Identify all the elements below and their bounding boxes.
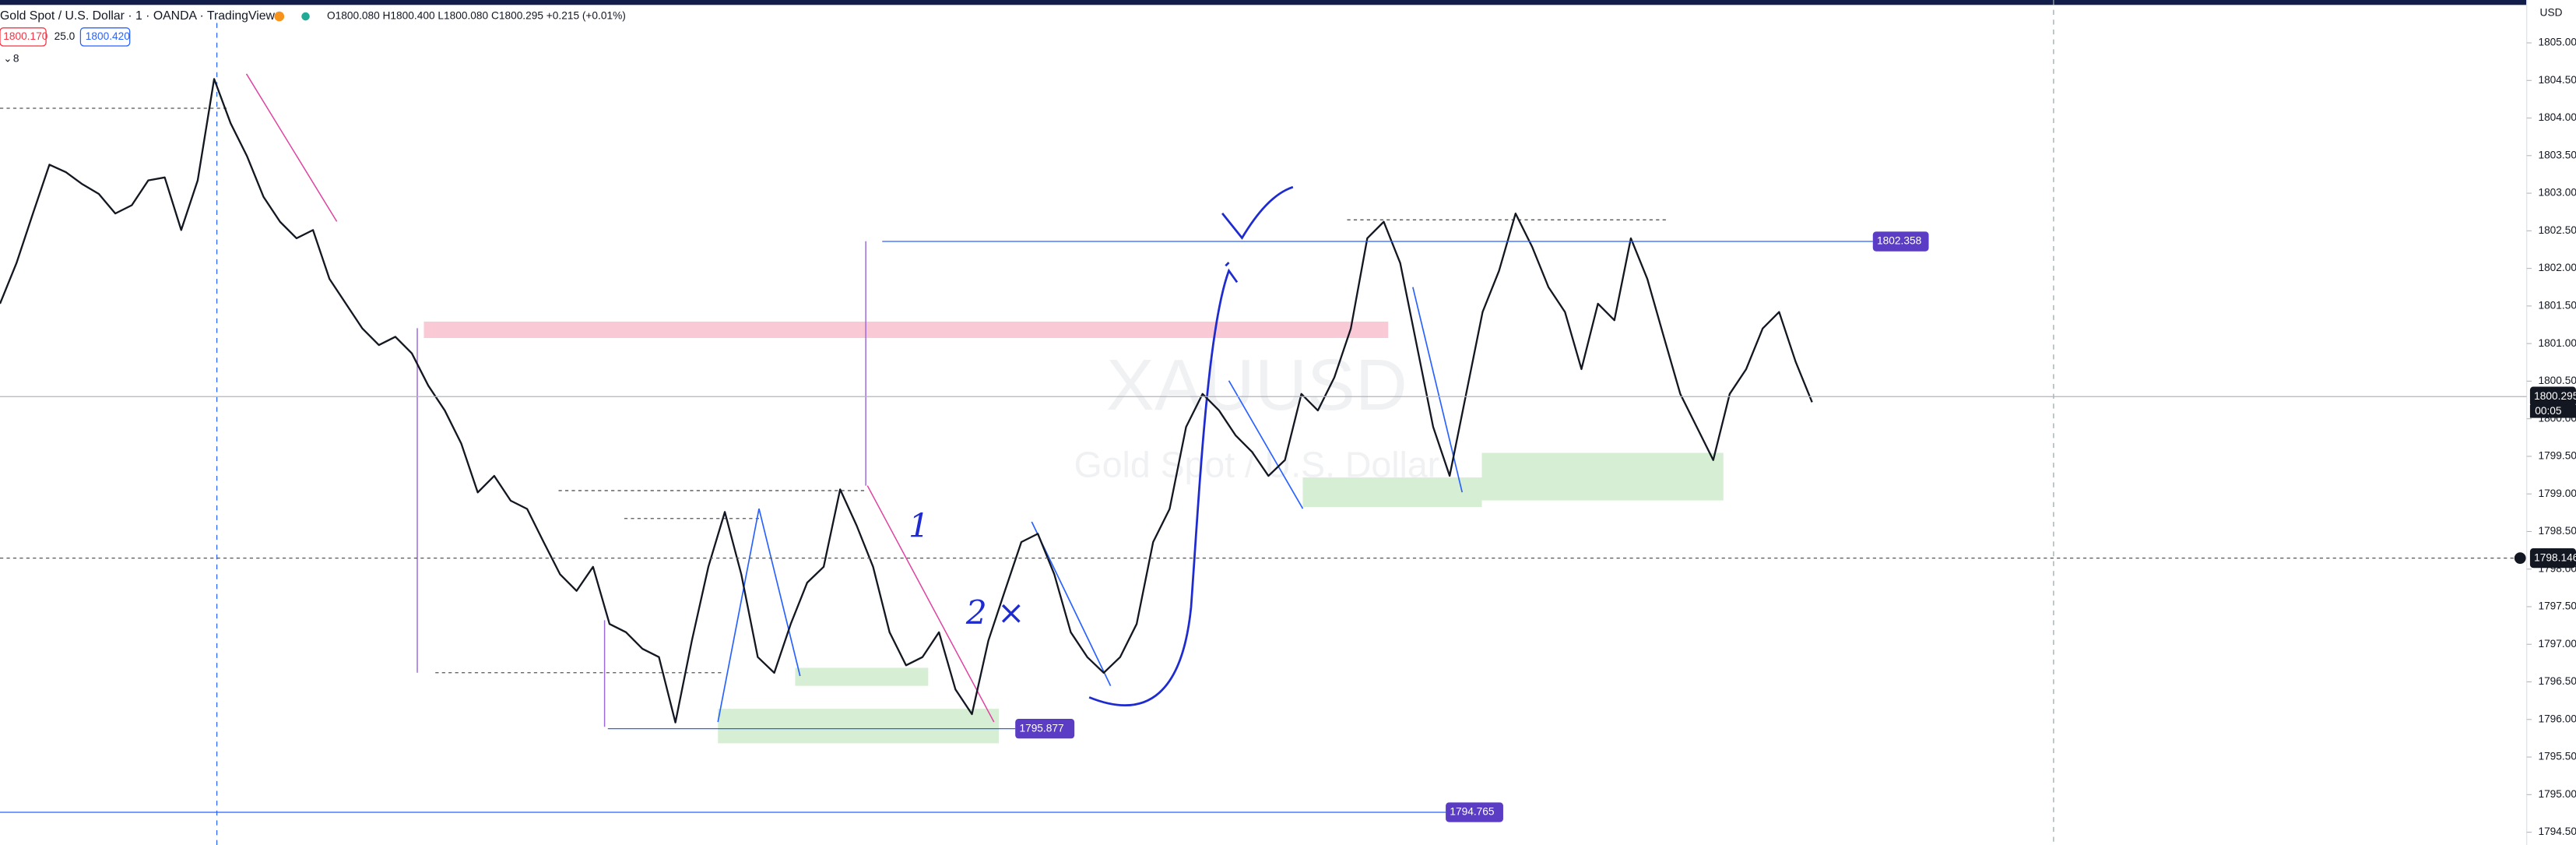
price-label: 1794.765 xyxy=(1450,806,1495,818)
annotation: 1 xyxy=(908,506,930,544)
indicators-toggle[interactable]: ⌄ xyxy=(3,52,12,64)
demand-zone xyxy=(795,667,929,686)
y-tick-label: 1798.500 xyxy=(2538,525,2576,537)
y-tick-label: 1797.500 xyxy=(2538,600,2576,612)
countdown: 00:05 xyxy=(2535,405,2562,417)
y-tick-label: 1794.500 xyxy=(2538,826,2576,837)
price-label: 1795.877 xyxy=(1019,722,1063,734)
y-tick-label: 1803.000 xyxy=(2538,187,2576,199)
watermark-symbol: XAUUSD xyxy=(1106,344,1407,425)
y-tick-label: 1795.000 xyxy=(2538,788,2576,800)
status-dot xyxy=(301,12,310,21)
y-tick-label: 1802.000 xyxy=(2538,262,2576,273)
symbol-title: Gold Spot / U.S. Dollar · 1 · OANDA · Tr… xyxy=(0,9,276,23)
y-tick-label: 1799.000 xyxy=(2538,488,2576,499)
y-tick-label: 1797.000 xyxy=(2538,638,2576,650)
alert-icon xyxy=(2514,552,2526,565)
demand-zone xyxy=(1481,452,1724,501)
y-tick-label: 1803.500 xyxy=(2538,149,2576,160)
currency: USD xyxy=(2540,6,2563,18)
y-tick-label: 1805.000 xyxy=(2538,37,2576,48)
y-tick-label: 1795.500 xyxy=(2538,751,2576,762)
demand-zone xyxy=(1302,477,1482,507)
swing-line xyxy=(1228,380,1304,509)
price-label: 1800.295 xyxy=(2534,390,2576,402)
indicator-count: 8 xyxy=(13,52,19,64)
supply-zone xyxy=(423,321,1389,338)
trend-line xyxy=(245,73,338,222)
buy-button[interactable] xyxy=(79,27,131,47)
price-label: 1798.146 xyxy=(2534,551,2576,563)
price-label-box xyxy=(2529,547,2576,569)
market-icon xyxy=(274,11,285,22)
y-tick-label: 1796.500 xyxy=(2538,675,2576,687)
hand-drawn-arrow xyxy=(1088,262,1239,706)
spread: 25.0 xyxy=(54,30,76,42)
y-tick-label: 1802.500 xyxy=(2538,224,2576,236)
y-tick-label: 1801.000 xyxy=(2538,337,2576,349)
y-tick-label: 1796.000 xyxy=(2538,713,2576,724)
price-label-box xyxy=(2529,386,2576,407)
price-axis xyxy=(2526,0,2576,845)
price-line xyxy=(0,78,1813,724)
price-label: 1802.358 xyxy=(1877,235,1922,247)
y-tick-label: 1801.500 xyxy=(2538,300,2576,312)
price-label-box xyxy=(1446,802,1503,822)
buy-price: 1800.420 xyxy=(86,30,131,42)
sell-price: 1800.170 xyxy=(3,30,48,42)
sell-button[interactable] xyxy=(0,27,47,47)
price-label-box xyxy=(1015,719,1075,739)
ohlc: O1800.080 H1800.400 L1800.080 C1800.295 … xyxy=(327,10,626,22)
y-tick-label: 1804.000 xyxy=(2538,111,2576,123)
trend-line xyxy=(866,485,995,723)
annotation: 2 × xyxy=(965,593,1025,632)
top-bar xyxy=(0,0,2576,5)
countdown-box xyxy=(2529,404,2576,418)
y-tick-label: 1800.500 xyxy=(2538,375,2576,386)
swing-line xyxy=(717,508,801,723)
price-label-box xyxy=(1872,231,1929,252)
hand-drawn-check xyxy=(1221,185,1294,240)
y-tick-label: 1804.500 xyxy=(2538,74,2576,86)
demand-zone xyxy=(718,709,1000,744)
y-tick-label: 1799.500 xyxy=(2538,450,2576,462)
